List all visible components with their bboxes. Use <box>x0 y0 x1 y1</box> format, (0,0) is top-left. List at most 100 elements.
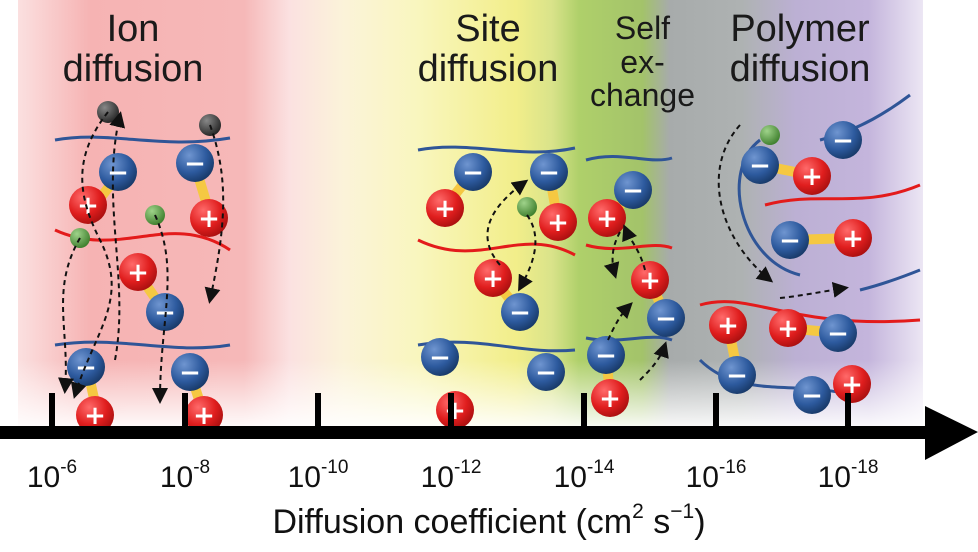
svg-text:−: − <box>779 226 801 256</box>
axis <box>0 393 978 460</box>
anion-icon: − <box>530 153 568 191</box>
cation-icon: + <box>185 396 223 434</box>
label-site-diffusion: Site diffusion <box>393 8 583 90</box>
anion-icon: − <box>171 353 209 391</box>
axis-tick <box>581 393 587 433</box>
svg-text:−: − <box>538 158 560 188</box>
svg-text:+: + <box>77 191 99 221</box>
counter-ion-icon <box>517 197 537 217</box>
axis-tick <box>49 393 55 433</box>
anion-icon: − <box>527 353 565 391</box>
svg-text:−: − <box>462 158 484 188</box>
cation-icon: + <box>591 379 629 417</box>
svg-text:−: − <box>107 158 129 188</box>
cation-icon: + <box>436 391 474 429</box>
cation-icon: + <box>426 189 464 227</box>
axis-tick <box>845 393 851 433</box>
cation-icon: + <box>709 306 747 344</box>
cation-icon: + <box>793 157 831 195</box>
tick-label: 10-16 <box>685 457 747 494</box>
anion-icon: − <box>824 121 862 159</box>
svg-text:+: + <box>841 370 863 400</box>
tick-label: 10-14 <box>553 457 615 494</box>
axis-tick <box>713 393 719 433</box>
label-site-line2: diffusion <box>417 47 559 90</box>
motion-arrows <box>58 111 849 404</box>
svg-text:−: − <box>75 353 97 383</box>
svg-text:+: + <box>84 401 106 431</box>
cation-icon: + <box>76 396 114 434</box>
svg-text:−: − <box>179 358 201 388</box>
label-self-line1: Self <box>614 10 671 46</box>
anion-icon: − <box>454 153 492 191</box>
counter-ion-icon <box>760 125 780 145</box>
label-ion-line1: Ion <box>106 8 160 50</box>
cation-icon: + <box>588 199 626 237</box>
anion-icon: − <box>741 146 779 184</box>
svg-text:+: + <box>599 384 621 414</box>
svg-text:−: − <box>184 149 206 179</box>
svg-text:+: + <box>596 204 618 234</box>
cation-icon: + <box>190 199 228 237</box>
anion-icon: − <box>176 144 214 182</box>
svg-text:+: + <box>434 194 456 224</box>
anion-icon: − <box>793 376 831 414</box>
tick-label: 10-8 <box>159 457 211 494</box>
cation-icon: + <box>474 259 512 297</box>
axis-title: Diffusion coefficient (cm2 s−1) <box>272 500 706 541</box>
label-self-line2: ex- <box>620 43 665 80</box>
anion-icon: − <box>501 293 539 331</box>
tick-label: 10-12 <box>420 457 482 494</box>
anion-icon: − <box>819 314 857 352</box>
anion-icon: − <box>99 153 137 191</box>
label-self-exchange: Self ex- change <box>580 10 705 114</box>
svg-text:+: + <box>193 401 215 431</box>
label-self-line3: change <box>590 77 695 114</box>
label-polymer-line1: Polymer <box>730 8 870 50</box>
axis-tick <box>182 393 188 433</box>
svg-text:+: + <box>777 314 799 344</box>
svg-text:−: − <box>655 304 677 334</box>
svg-text:−: − <box>535 358 557 388</box>
anion-icon: − <box>421 338 459 376</box>
svg-text:−: − <box>726 361 748 391</box>
svg-text:−: − <box>827 319 849 349</box>
svg-text:+: + <box>547 208 569 238</box>
svg-text:+: + <box>482 264 504 294</box>
cation-icon: + <box>769 309 807 347</box>
axis-tick <box>448 393 454 433</box>
axis-ticks <box>49 393 851 433</box>
anion-icon: − <box>587 336 625 374</box>
svg-text:+: + <box>717 311 739 341</box>
svg-text:−: − <box>509 298 531 328</box>
ion-layer: + +++ ++ +++++++++ ++− −−− −− −−− −−−−−−−−−− <box>67 101 872 434</box>
label-site-line1: Site <box>455 8 521 50</box>
anion-icon: − <box>647 299 685 337</box>
svg-text:+: + <box>639 266 661 296</box>
axis-line <box>0 426 938 439</box>
anion-icon: − <box>771 221 809 259</box>
svg-text:−: − <box>622 176 644 206</box>
tick-label: 10-10 <box>287 457 349 494</box>
anion-icon: − <box>614 171 652 209</box>
label-ion-line2: diffusion <box>62 47 204 90</box>
cation-icon: + <box>539 203 577 241</box>
label-polymer-line2: diffusion <box>729 47 871 90</box>
svg-text:+: + <box>444 396 466 426</box>
svg-text:−: − <box>429 343 451 373</box>
svg-text:−: − <box>749 151 771 181</box>
svg-text:−: − <box>595 341 617 371</box>
band-bottom-fade <box>18 360 923 432</box>
cation-icon: + <box>834 219 872 257</box>
anion-icon: − <box>718 356 756 394</box>
svg-text:+: + <box>198 204 220 234</box>
label-ion-diffusion: Ion diffusion <box>48 8 218 90</box>
cation-icon: + <box>69 186 107 224</box>
axis-arrowhead <box>925 406 978 460</box>
tick-label: 10-18 <box>817 457 879 494</box>
cation-icon: + <box>119 253 157 291</box>
svg-text:+: + <box>801 162 823 192</box>
cation-icon: + <box>631 261 669 299</box>
svg-text:+: + <box>127 258 149 288</box>
